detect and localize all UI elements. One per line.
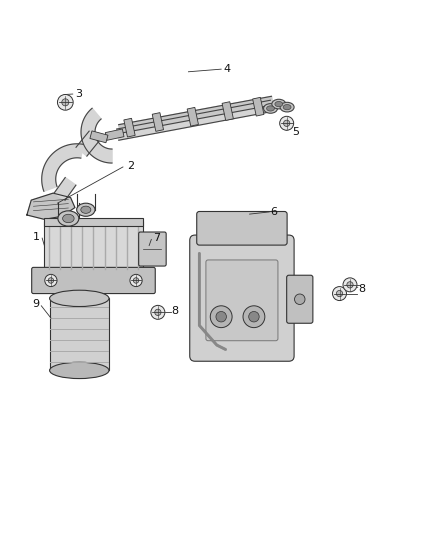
Text: 5: 5 <box>292 127 299 137</box>
Ellipse shape <box>283 104 291 110</box>
Ellipse shape <box>264 103 278 113</box>
Polygon shape <box>76 131 100 156</box>
Bar <box>90 131 108 143</box>
Bar <box>105 129 124 140</box>
Polygon shape <box>117 100 272 140</box>
Ellipse shape <box>77 203 95 216</box>
FancyBboxPatch shape <box>32 268 155 294</box>
Circle shape <box>249 311 259 322</box>
Circle shape <box>332 287 346 301</box>
Text: 8: 8 <box>171 306 178 316</box>
Bar <box>253 98 264 116</box>
Text: 9: 9 <box>32 300 39 310</box>
FancyBboxPatch shape <box>206 260 278 341</box>
Polygon shape <box>119 96 273 133</box>
Ellipse shape <box>58 211 79 226</box>
Ellipse shape <box>63 214 74 223</box>
Circle shape <box>133 278 139 283</box>
FancyBboxPatch shape <box>190 235 294 361</box>
Circle shape <box>294 294 305 304</box>
Ellipse shape <box>272 99 286 109</box>
Ellipse shape <box>49 362 109 378</box>
Circle shape <box>151 305 165 319</box>
Circle shape <box>130 274 142 287</box>
Circle shape <box>62 99 69 106</box>
FancyBboxPatch shape <box>197 212 287 245</box>
FancyBboxPatch shape <box>139 232 166 266</box>
Text: 2: 2 <box>127 161 134 171</box>
Text: 3: 3 <box>75 89 82 99</box>
Text: 8: 8 <box>359 284 366 294</box>
Circle shape <box>280 116 293 130</box>
Bar <box>187 107 198 126</box>
Circle shape <box>45 274 57 287</box>
Text: 4: 4 <box>223 64 230 74</box>
Circle shape <box>155 309 161 316</box>
Bar <box>152 112 163 131</box>
Ellipse shape <box>49 290 109 306</box>
Circle shape <box>216 311 226 322</box>
Circle shape <box>336 290 343 297</box>
FancyBboxPatch shape <box>287 275 313 323</box>
Ellipse shape <box>280 102 294 112</box>
Circle shape <box>57 94 73 110</box>
Text: 1: 1 <box>33 232 40 242</box>
FancyBboxPatch shape <box>49 298 109 370</box>
Polygon shape <box>42 144 83 191</box>
Bar <box>222 102 233 120</box>
Bar <box>124 118 135 137</box>
Polygon shape <box>54 177 76 200</box>
FancyBboxPatch shape <box>44 221 143 271</box>
Circle shape <box>48 278 54 283</box>
Polygon shape <box>27 193 75 220</box>
Ellipse shape <box>275 101 283 107</box>
Circle shape <box>343 278 357 292</box>
Text: 7: 7 <box>152 233 160 243</box>
Circle shape <box>283 120 290 126</box>
Circle shape <box>243 306 265 328</box>
Ellipse shape <box>81 206 91 213</box>
Ellipse shape <box>267 106 275 111</box>
Circle shape <box>210 306 232 328</box>
Text: 6: 6 <box>271 207 278 217</box>
Polygon shape <box>81 108 112 163</box>
Circle shape <box>347 282 353 288</box>
FancyBboxPatch shape <box>44 218 143 226</box>
